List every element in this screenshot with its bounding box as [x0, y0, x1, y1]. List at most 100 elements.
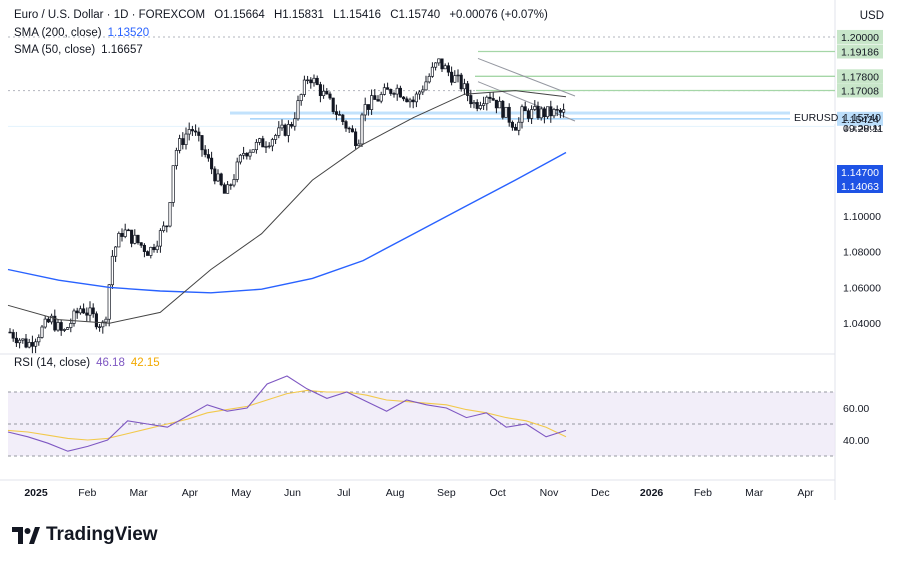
candle-body	[72, 310, 76, 324]
candle-body	[46, 318, 50, 323]
candle-body	[24, 338, 28, 348]
candle-body	[350, 128, 354, 133]
candle-body	[466, 83, 470, 96]
candle-body	[174, 150, 178, 167]
currency-label[interactable]: USD	[859, 10, 884, 22]
candle-body	[114, 246, 118, 257]
candle-body	[498, 100, 502, 109]
candle-body	[539, 108, 543, 119]
candle-body	[184, 133, 188, 145]
candle-body	[302, 79, 306, 95]
candle-body	[443, 65, 447, 70]
candle-body	[142, 244, 146, 252]
candle-body	[168, 202, 172, 227]
candle-body	[107, 284, 111, 320]
candle-body	[158, 230, 162, 247]
candle-body	[296, 100, 300, 120]
candle-body	[469, 95, 473, 105]
tradingview-logo[interactable]: TradingView	[12, 524, 158, 546]
candle-body	[421, 89, 425, 93]
candle-body	[267, 145, 271, 148]
time-tick-label: Aug	[386, 487, 405, 499]
candle-body	[309, 79, 313, 84]
candle-body	[322, 90, 326, 96]
candle-body	[430, 66, 434, 77]
candle-body	[91, 307, 95, 315]
candle-body	[382, 87, 386, 95]
candle-body	[510, 121, 514, 128]
candle-body	[357, 143, 361, 147]
sma200-line	[7, 151, 567, 294]
candle-body	[133, 234, 137, 244]
candle-body	[88, 307, 92, 316]
candle-body	[562, 109, 566, 113]
candle-body	[338, 114, 342, 116]
candle-body	[155, 245, 159, 251]
price-tag-blue-bg	[837, 111, 883, 126]
price-tick-label: 1.10000	[843, 211, 881, 223]
candle-body	[366, 104, 370, 110]
low-value: L1.15416	[333, 9, 382, 21]
rsi-legend[interactable]: RSI (14, close) 46.18 42.15	[14, 357, 160, 369]
candle-body	[27, 342, 31, 348]
candle-body	[123, 229, 127, 237]
symbol-title[interactable]: Euro / U.S. Dollar · 1D · FOREXCOM	[14, 9, 206, 21]
time-tick-label: Apr	[797, 487, 814, 499]
candle-body	[94, 313, 98, 328]
tradingview-logo-icon	[12, 527, 40, 544]
candle-body	[331, 97, 335, 112]
candle-body	[558, 109, 562, 113]
ohlc-legend: Euro / U.S. Dollar · 1D · FOREXCOM O1.15…	[14, 9, 554, 21]
candle-body	[411, 99, 415, 103]
candle-body	[456, 74, 460, 77]
candle-body	[219, 173, 223, 186]
candle-body	[405, 98, 409, 103]
candle-body	[50, 315, 54, 323]
price-tag-blue: 1.15424	[841, 114, 879, 126]
last-price-tag: 1.15740	[843, 112, 881, 124]
candle-body	[427, 75, 431, 83]
time-tick-label: Jun	[284, 487, 301, 499]
candle-body	[280, 124, 284, 129]
candle-body	[238, 154, 242, 163]
time-tick-label: Feb	[694, 487, 712, 499]
time-tick-label: Feb	[78, 487, 96, 499]
candle-body	[283, 124, 287, 136]
candle-body	[203, 149, 207, 155]
candle-body	[171, 165, 175, 203]
price-tag-green: 1.17800	[841, 71, 879, 83]
candle-body	[533, 106, 537, 110]
high-value: H1.15831	[273, 9, 324, 21]
candle-body	[200, 135, 204, 151]
candle-body	[389, 89, 393, 94]
candle-body	[274, 135, 278, 140]
candle-body	[459, 74, 463, 90]
sma200-legend[interactable]: SMA (200, close) 1.13520	[14, 27, 149, 39]
time-tick-label: Dec	[591, 487, 610, 499]
candle-body	[66, 327, 70, 330]
candle-body	[235, 161, 239, 180]
candle-body	[210, 157, 214, 170]
candle-body	[120, 233, 124, 237]
price-tag-green: 1.17008	[841, 85, 879, 97]
candle-body	[213, 168, 217, 182]
candle-body	[245, 152, 249, 157]
candle-body	[488, 96, 492, 99]
candle-body	[318, 84, 322, 96]
candle-body	[530, 109, 534, 119]
candle-body	[440, 58, 444, 70]
candle-body	[136, 234, 140, 244]
candle-body	[53, 315, 57, 331]
time-tick-label: Sep	[437, 487, 456, 499]
time-tick-label: Apr	[182, 487, 199, 499]
candle-body	[360, 114, 364, 145]
sma50-legend[interactable]: SMA (50, close) 1.16657	[14, 44, 143, 56]
candle-body	[216, 173, 220, 182]
chart-canvas[interactable]: 1.040001.060001.080001.100001.150001.170…	[0, 0, 902, 510]
candle-body	[178, 138, 182, 151]
candle-body	[347, 127, 351, 130]
candle-body	[229, 184, 233, 186]
candle-body	[446, 65, 450, 73]
candle-body	[130, 229, 134, 244]
candle-body	[363, 104, 367, 116]
